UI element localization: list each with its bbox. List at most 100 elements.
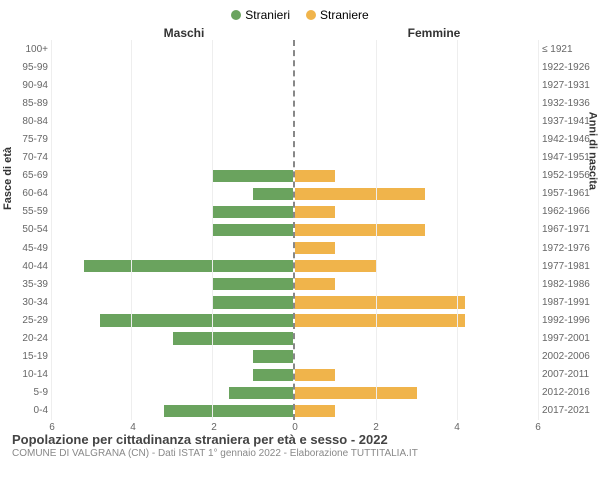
bar-female bbox=[295, 296, 465, 308]
x-tick: 6 bbox=[49, 422, 55, 433]
age-tick: 25-29 bbox=[4, 311, 48, 329]
birth-tick: ≤ 1921 bbox=[542, 40, 596, 58]
bar-female bbox=[295, 278, 335, 290]
birth-tick: 1927-1931 bbox=[542, 76, 596, 94]
age-tick: 5-9 bbox=[4, 384, 48, 402]
legend-label-female: Straniere bbox=[320, 8, 369, 22]
x-tick: 4 bbox=[130, 422, 136, 433]
bar-row bbox=[52, 366, 293, 384]
birth-tick: 1932-1936 bbox=[542, 94, 596, 112]
birth-tick: 1962-1966 bbox=[542, 203, 596, 221]
birth-tick: 2012-2016 bbox=[542, 384, 596, 402]
bar-row bbox=[295, 221, 538, 239]
bar-row bbox=[295, 239, 538, 257]
legend: Stranieri Straniere bbox=[4, 8, 596, 22]
age-tick: 15-19 bbox=[4, 348, 48, 366]
bar-row bbox=[295, 130, 538, 148]
age-tick: 80-84 bbox=[4, 112, 48, 130]
bar-row bbox=[52, 257, 293, 275]
bar-row bbox=[295, 293, 538, 311]
age-tick: 20-24 bbox=[4, 330, 48, 348]
bar-row bbox=[52, 203, 293, 221]
birth-tick: 1992-1996 bbox=[542, 311, 596, 329]
bar-female bbox=[295, 314, 465, 326]
birth-tick: 1977-1981 bbox=[542, 257, 596, 275]
birth-tick: 1972-1976 bbox=[542, 239, 596, 257]
bar-female bbox=[295, 224, 425, 236]
bar-row bbox=[52, 384, 293, 402]
bar-row bbox=[295, 402, 538, 420]
bar-row bbox=[52, 58, 293, 76]
bar-row bbox=[295, 203, 538, 221]
bar-row bbox=[52, 221, 293, 239]
age-tick: 35-39 bbox=[4, 275, 48, 293]
bar-row bbox=[52, 348, 293, 366]
bar-row bbox=[52, 40, 293, 58]
age-tick: 100+ bbox=[4, 40, 48, 58]
birth-tick: 1947-1951 bbox=[542, 149, 596, 167]
bar-male bbox=[253, 188, 293, 200]
bar-male bbox=[229, 387, 293, 399]
birth-tick: 2002-2006 bbox=[542, 348, 596, 366]
bar-row bbox=[295, 275, 538, 293]
bar-row bbox=[295, 257, 538, 275]
age-tick: 60-64 bbox=[4, 185, 48, 203]
plot-area: 100+95-9990-9485-8980-8475-7970-7465-696… bbox=[4, 40, 596, 420]
bar-male bbox=[213, 170, 293, 182]
bar-row bbox=[295, 348, 538, 366]
footer: Popolazione per cittadinanza straniera p… bbox=[4, 432, 596, 459]
bar-row bbox=[52, 130, 293, 148]
birth-tick: 1967-1971 bbox=[542, 221, 596, 239]
bar-female bbox=[295, 188, 425, 200]
age-tick: 40-44 bbox=[4, 257, 48, 275]
bar-row bbox=[295, 311, 538, 329]
y-axis-right: ≤ 19211922-19261927-19311932-19361937-19… bbox=[538, 40, 596, 420]
age-tick: 65-69 bbox=[4, 167, 48, 185]
age-tick: 10-14 bbox=[4, 366, 48, 384]
legend-item-male: Stranieri bbox=[231, 8, 290, 22]
age-tick: 30-34 bbox=[4, 293, 48, 311]
bar-male bbox=[213, 206, 293, 218]
bar-male bbox=[213, 278, 293, 290]
bar-row bbox=[52, 402, 293, 420]
age-tick: 75-79 bbox=[4, 130, 48, 148]
bar-female bbox=[295, 387, 417, 399]
age-tick: 70-74 bbox=[4, 149, 48, 167]
bar-male bbox=[213, 224, 293, 236]
x-tick: 4 bbox=[454, 422, 460, 433]
bar-row bbox=[52, 275, 293, 293]
bar-male bbox=[213, 296, 293, 308]
birth-tick: 1922-1926 bbox=[542, 58, 596, 76]
bars-area bbox=[52, 40, 538, 420]
birth-tick: 1937-1941 bbox=[542, 112, 596, 130]
age-tick: 95-99 bbox=[4, 58, 48, 76]
birth-tick: 2017-2021 bbox=[542, 402, 596, 420]
bar-row bbox=[295, 366, 538, 384]
bar-row bbox=[295, 330, 538, 348]
bar-row bbox=[295, 94, 538, 112]
x-tick: 6 bbox=[535, 422, 541, 433]
legend-label-male: Stranieri bbox=[245, 8, 290, 22]
bar-row bbox=[295, 76, 538, 94]
bar-row bbox=[52, 94, 293, 112]
y-axis-left: 100+95-9990-9485-8980-8475-7970-7465-696… bbox=[4, 40, 52, 420]
column-headers: Maschi Femmine bbox=[4, 26, 596, 40]
bar-female bbox=[295, 206, 335, 218]
bar-row bbox=[52, 293, 293, 311]
bar-row bbox=[295, 149, 538, 167]
bar-row bbox=[52, 185, 293, 203]
age-tick: 50-54 bbox=[4, 221, 48, 239]
header-male: Maschi bbox=[54, 26, 314, 40]
age-tick: 0-4 bbox=[4, 402, 48, 420]
bars-male bbox=[52, 40, 295, 420]
bar-female bbox=[295, 260, 376, 272]
bar-row bbox=[52, 311, 293, 329]
birth-tick: 2007-2011 bbox=[542, 366, 596, 384]
bar-row bbox=[295, 58, 538, 76]
bar-row bbox=[295, 167, 538, 185]
bar-female bbox=[295, 170, 335, 182]
x-tick: 0 bbox=[292, 422, 298, 433]
birth-tick: 1997-2001 bbox=[542, 330, 596, 348]
bar-row bbox=[52, 112, 293, 130]
bar-female bbox=[295, 405, 335, 417]
